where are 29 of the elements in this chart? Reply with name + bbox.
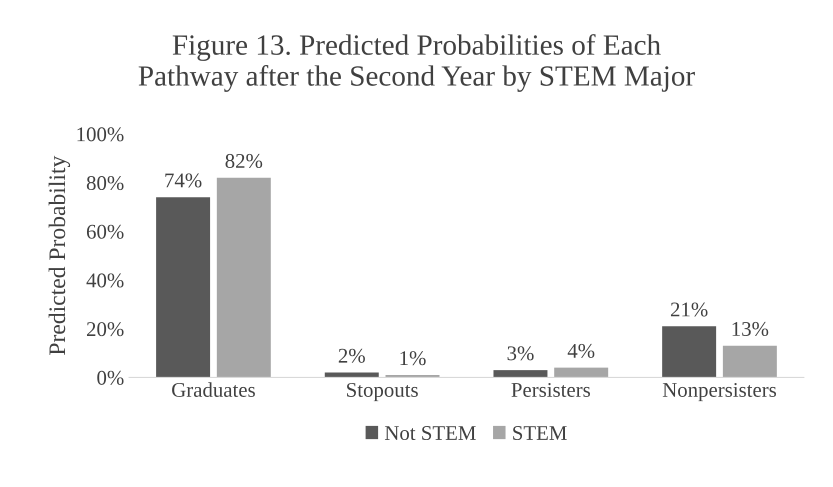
- x-tick-label: Stopouts: [347, 382, 418, 402]
- data-label: 21%: [670, 302, 708, 317]
- data-label: 82%: [226, 154, 262, 168]
- data-label: 13%: [732, 322, 768, 336]
- bar: [156, 197, 210, 378]
- y-axis-title: Predicted Probability: [48, 156, 70, 355]
- legend-label: Not STEM: [384, 426, 476, 440]
- y-tick-label: 100%: [77, 127, 124, 142]
- y-tick-label: 40%: [86, 273, 124, 288]
- bar: [662, 326, 716, 378]
- data-label: 74%: [165, 173, 202, 188]
- x-tick-label: Persisters: [511, 382, 590, 397]
- y-tick-label: 20%: [86, 322, 124, 336]
- bar: [554, 368, 608, 378]
- data-label: 4%: [568, 344, 594, 358]
- y-tick-label: 60%: [86, 224, 124, 239]
- x-tick-label: Graduates: [172, 382, 255, 397]
- data-label: 3%: [508, 346, 534, 360]
- y-tick-label: 80%: [86, 176, 124, 190]
- bar: [722, 346, 777, 378]
- y-tick-label: 0%: [97, 370, 124, 385]
- data-label: 2%: [338, 348, 365, 363]
- bar: [324, 372, 379, 378]
- data-label: 1%: [400, 351, 426, 366]
- chart-title: Figure 13. Predicted Probabilities of Each Pathway after the Second Year by STEM Major: [138, 34, 695, 92]
- legend-label: STEM: [513, 426, 567, 440]
- bar: [493, 370, 548, 378]
- bar: [216, 178, 271, 378]
- x-tick-label: Nonpersisters: [662, 382, 776, 402]
